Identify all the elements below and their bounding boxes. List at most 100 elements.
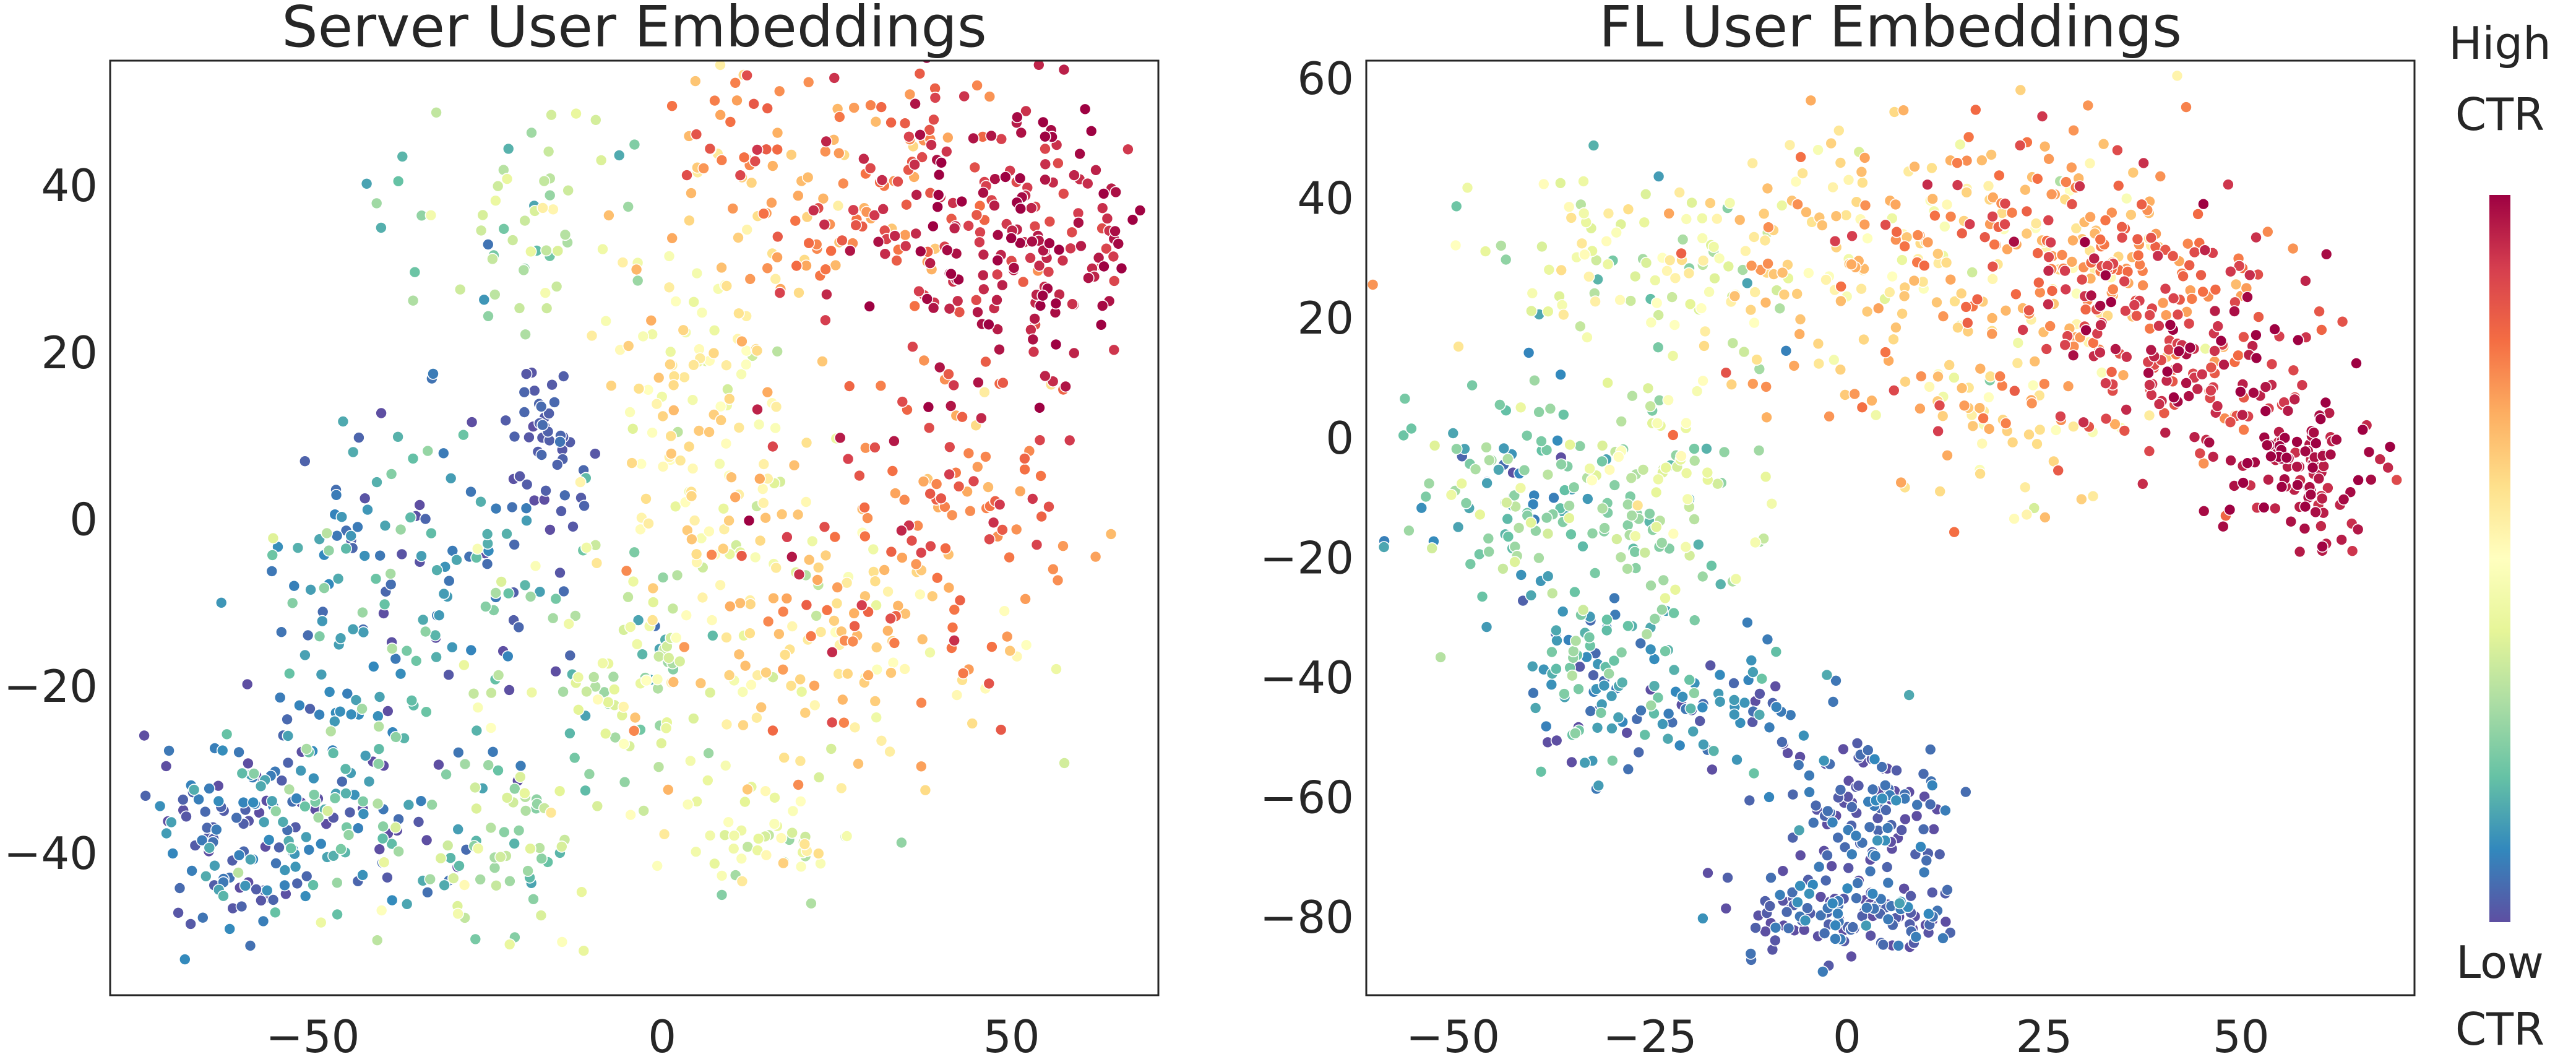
embedding-point [1962, 316, 1974, 329]
embedding-point [2223, 503, 2236, 516]
embedding-point [277, 816, 290, 828]
embedding-point [755, 701, 767, 714]
embedding-point [1058, 188, 1070, 200]
embedding-point [327, 850, 340, 862]
embedding-point [944, 441, 956, 454]
embedding-point [618, 775, 631, 788]
embedding-point [657, 571, 670, 584]
embedding-point [1673, 186, 1686, 199]
embedding-point [1889, 198, 1902, 211]
embedding-point [770, 400, 783, 413]
embedding-point [943, 302, 956, 315]
embedding-point [2031, 438, 2043, 451]
embedding-point [732, 231, 744, 244]
embedding-point [1667, 429, 1679, 441]
embedding-point [371, 934, 384, 946]
embedding-point [927, 220, 939, 233]
embedding-point [2293, 545, 2306, 558]
embedding-point [1941, 449, 1954, 462]
embedding-point [1819, 874, 1832, 887]
embedding-point [651, 673, 664, 686]
y-tick-label: 20 [1297, 292, 1354, 344]
embedding-point [1803, 888, 1816, 900]
embedding-point [481, 558, 494, 571]
embedding-point [538, 175, 551, 188]
embedding-point [291, 542, 304, 555]
embedding-point [315, 668, 328, 681]
embedding-point [558, 585, 570, 598]
embedding-point [2014, 84, 2027, 97]
embedding-point [1629, 530, 1642, 543]
embedding-point [667, 379, 680, 392]
embedding-point [812, 561, 825, 574]
embedding-point [835, 782, 848, 795]
embedding-point [622, 340, 635, 352]
embedding-point [1535, 435, 1548, 447]
embedding-point [209, 859, 221, 872]
embedding-point [958, 90, 970, 103]
embedding-point [2132, 249, 2145, 262]
embedding-point [2229, 278, 2242, 291]
embedding-point [318, 582, 330, 595]
embedding-point [1621, 727, 1633, 739]
x-tick-label: 25 [2016, 1011, 2073, 1054]
embedding-point [1800, 205, 1812, 218]
embedding-point [2184, 341, 2197, 354]
embedding-point [2143, 445, 2156, 457]
embedding-point [747, 98, 760, 110]
embedding-point [605, 379, 618, 392]
embedding-point [274, 691, 286, 704]
embedding-point [233, 849, 246, 862]
embedding-point [1683, 673, 1695, 686]
embedding-point [2315, 324, 2328, 336]
embedding-point [1588, 567, 1601, 579]
embedding-point [334, 705, 347, 718]
embedding-point [720, 631, 733, 644]
embedding-point [2291, 460, 2303, 473]
embedding-point [792, 779, 804, 791]
embedding-point [803, 236, 815, 249]
embedding-point [1541, 468, 1554, 481]
embedding-point [2191, 382, 2204, 395]
embedding-point [504, 875, 516, 888]
embedding-point [777, 605, 790, 618]
embedding-point [1725, 378, 1738, 391]
embedding-point [888, 637, 901, 649]
embedding-point [1502, 530, 1515, 543]
embedding-point [814, 857, 827, 870]
embedding-point [1775, 199, 1788, 212]
embedding-point [689, 845, 702, 858]
embedding-point [242, 757, 254, 770]
embedding-point [1697, 254, 1710, 267]
embedding-point [421, 444, 434, 457]
embedding-point [1951, 179, 1964, 191]
embedding-point [1887, 333, 1900, 346]
embedding-point [600, 314, 613, 327]
embedding-point [788, 459, 801, 472]
embedding-point [771, 143, 783, 156]
embedding-point [702, 747, 715, 759]
embedding-point [2137, 279, 2149, 292]
embedding-point [1557, 308, 1570, 321]
embedding-point [795, 685, 808, 698]
embedding-point [2314, 413, 2327, 426]
embedding-point [1606, 722, 1618, 735]
embedding-point [777, 663, 790, 676]
embedding-point [1829, 919, 1842, 931]
embedding-point [620, 564, 633, 577]
embedding-point [514, 759, 527, 772]
embedding-point [506, 501, 519, 514]
embedding-point [2019, 481, 2031, 494]
embedding-point [898, 493, 911, 506]
embedding-point [948, 634, 960, 647]
embedding-point [655, 737, 668, 749]
embedding-point [820, 135, 832, 148]
embedding-point [2315, 520, 2327, 532]
embedding-point [888, 434, 900, 447]
embedding-point [286, 597, 299, 610]
embedding-point [330, 876, 343, 889]
embedding-point [1447, 427, 1460, 439]
embedding-point [1999, 417, 2012, 430]
embedding-point [723, 514, 735, 527]
embedding-point [1890, 225, 1903, 238]
